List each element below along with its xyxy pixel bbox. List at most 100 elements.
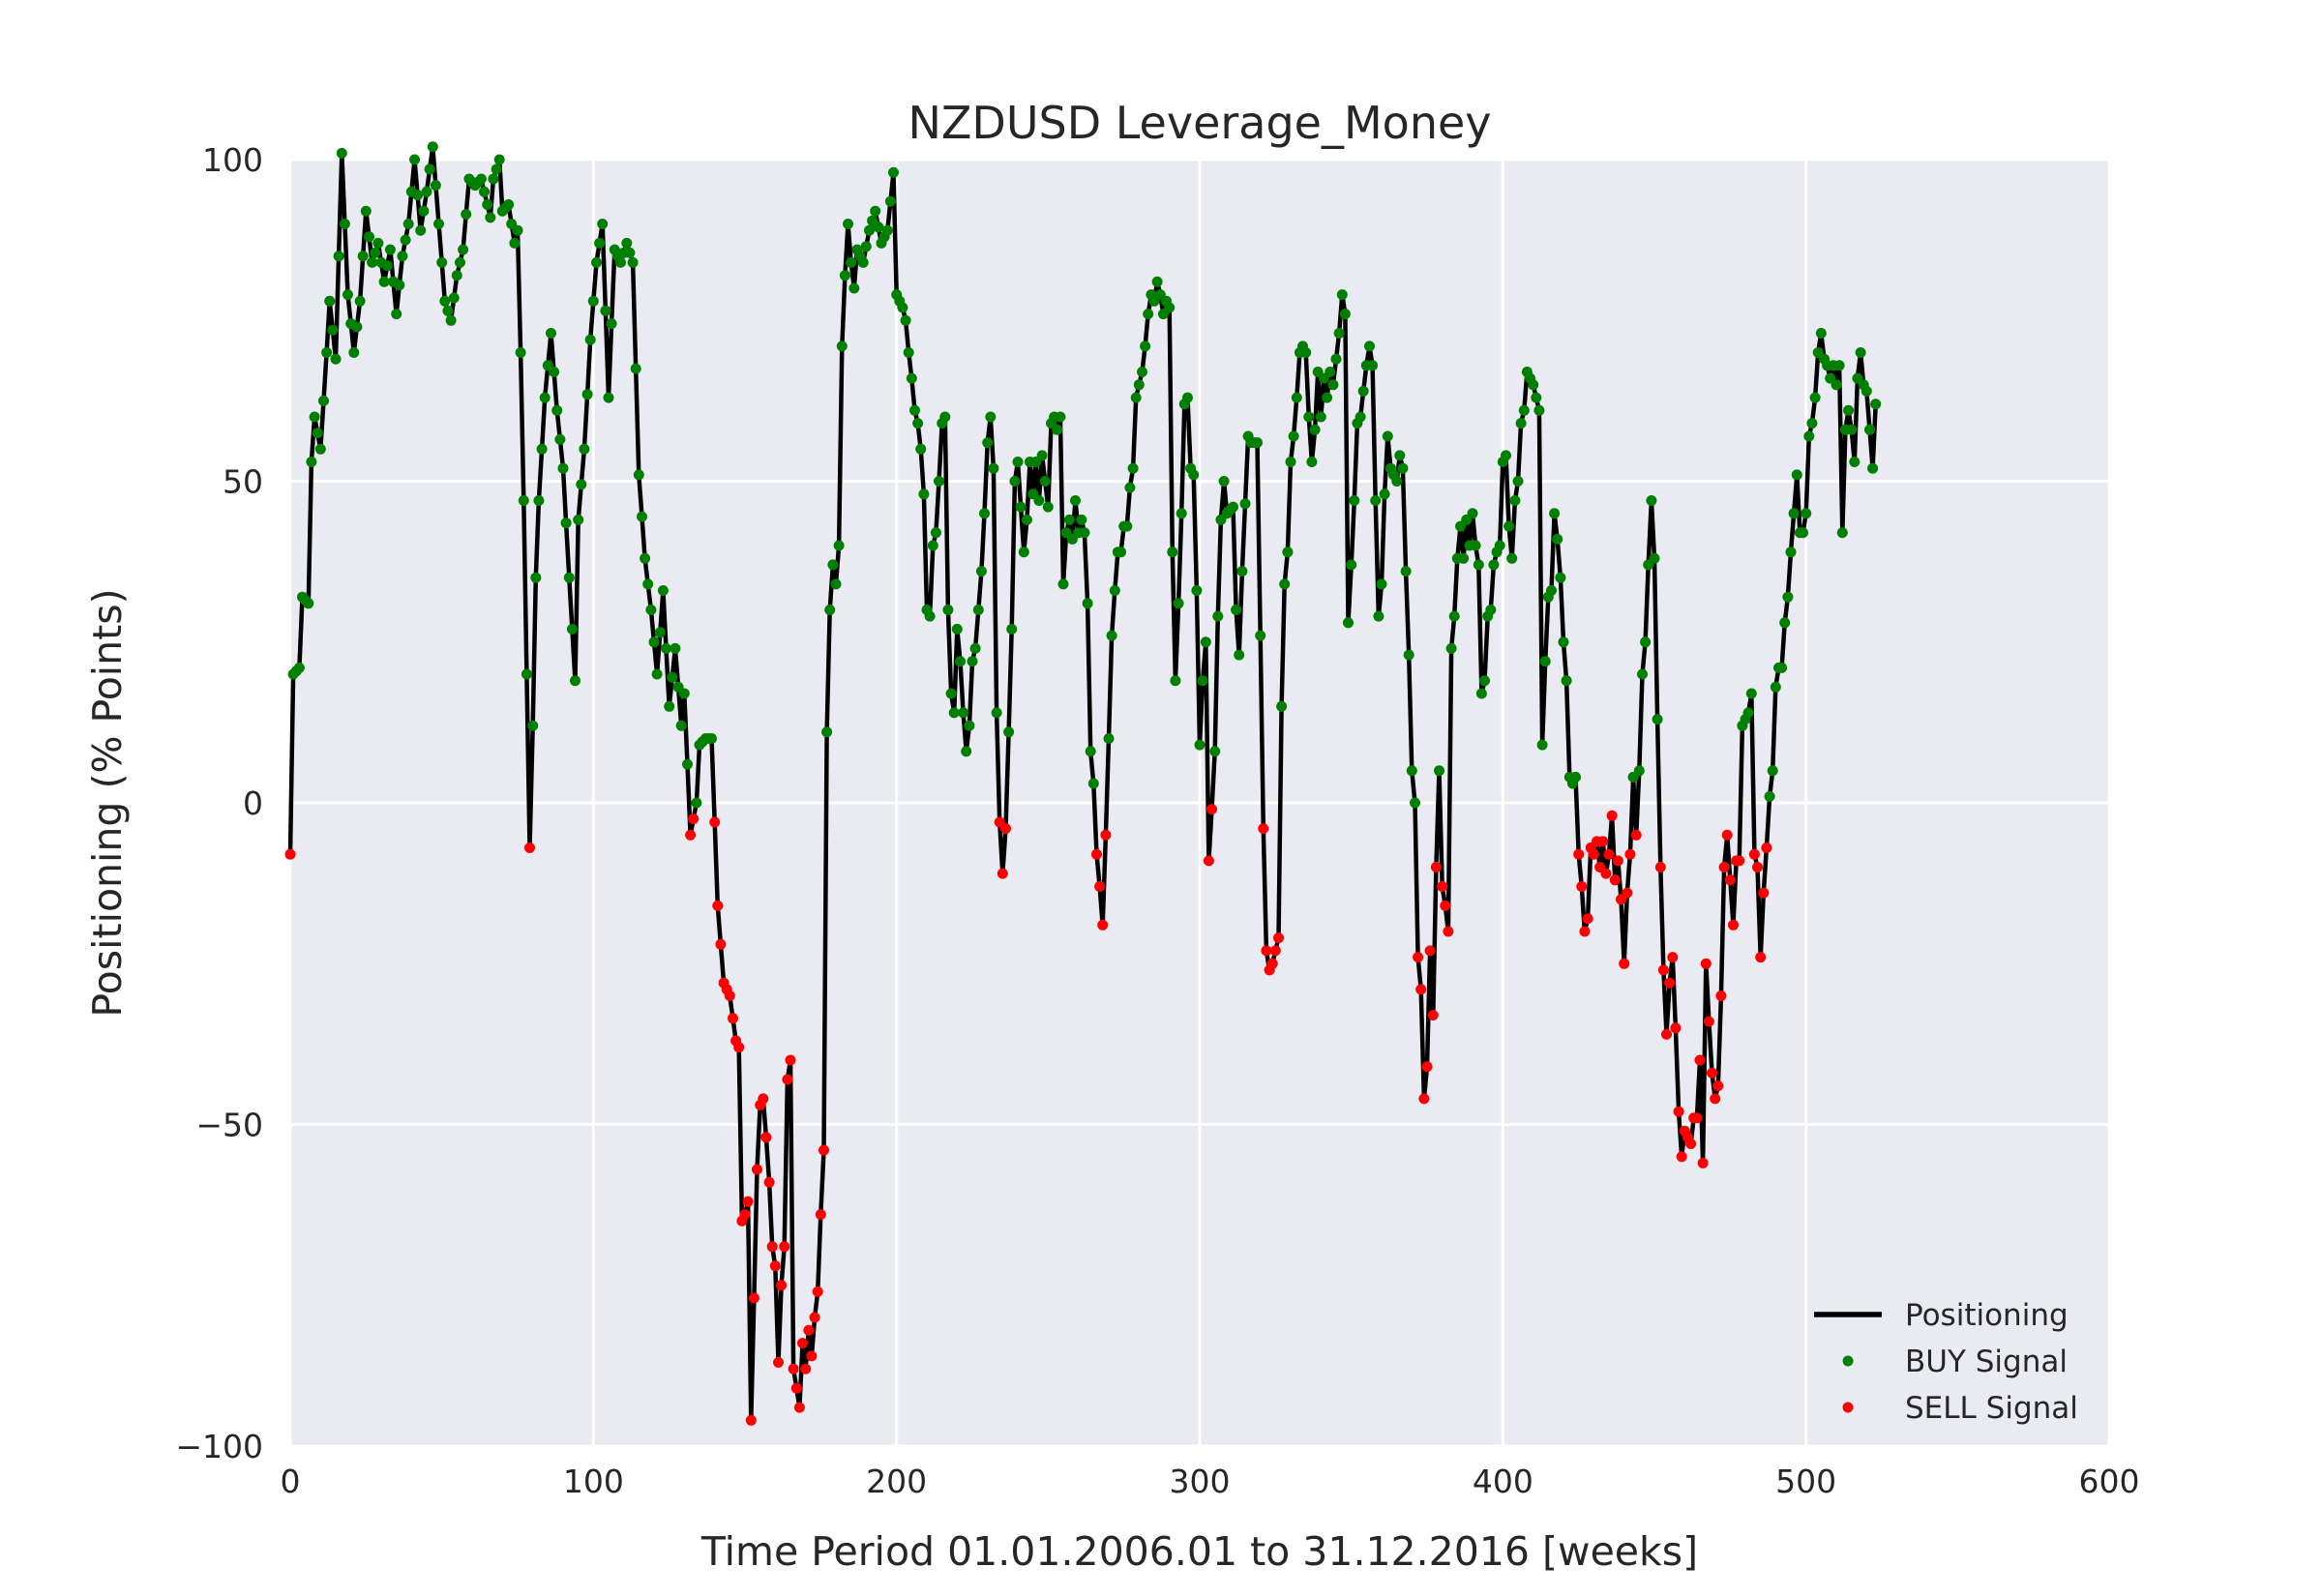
sell-signal-point: [766, 1241, 778, 1253]
buy-signal-point: [1194, 739, 1206, 751]
buy-signal-point: [1036, 450, 1048, 461]
buy-signal-point: [1127, 462, 1139, 474]
buy-signal-point: [1552, 533, 1563, 545]
sell-signal-point: [1624, 848, 1636, 860]
buy-signal-point: [975, 566, 987, 577]
buy-signal-point: [1776, 662, 1788, 673]
buy-signal-point: [491, 163, 502, 175]
buy-signal-point: [1103, 733, 1115, 744]
buy-signal-point: [1087, 778, 1099, 789]
buy-signal-point: [303, 598, 314, 609]
sell-signal-point: [1707, 1067, 1717, 1079]
buy-signal-point: [573, 514, 584, 525]
buy-signal-point: [409, 154, 420, 165]
sell-signal-point: [1712, 1080, 1724, 1092]
buy-signal-point: [958, 707, 969, 719]
buy-signal-point: [1339, 309, 1351, 320]
sell-signal-point: [1000, 823, 1011, 835]
sell-signal-point: [793, 1402, 805, 1413]
sell-signal-point: [524, 842, 535, 853]
buy-signal-point: [1533, 404, 1545, 416]
buy-signal-point: [1788, 508, 1800, 519]
buy-signal-point: [318, 395, 329, 406]
buy-signal-point: [1782, 591, 1794, 603]
y-tick-label: −100: [175, 1428, 263, 1465]
buy-signal-point: [527, 720, 539, 731]
sell-signal-point: [1261, 945, 1272, 957]
buy-signal-point: [1485, 605, 1497, 615]
buy-signal-point: [509, 237, 521, 249]
sell-signal-point: [1728, 919, 1739, 931]
buy-signal-point: [518, 495, 529, 506]
buy-signal-point: [1349, 495, 1360, 506]
buy-signal-point: [1652, 714, 1663, 725]
buy-signal-point: [1809, 392, 1821, 403]
sell-signal-point: [1100, 829, 1112, 841]
buy-signal-point: [445, 314, 457, 326]
buy-signal-point: [1063, 514, 1075, 525]
sell-signal-point: [1721, 829, 1733, 841]
sell-signal-point: [1670, 1022, 1682, 1034]
sell-signal-point: [803, 1324, 815, 1336]
sell-signal-point: [812, 1286, 823, 1297]
buy-signal-point: [557, 462, 569, 474]
buy-signal-point: [1137, 367, 1147, 377]
buy-signal-point: [645, 605, 657, 615]
buy-signal-point: [843, 219, 853, 229]
sell-signal-point: [1700, 958, 1712, 969]
buy-signal-point: [391, 309, 402, 320]
y-tick-label: 100: [202, 141, 263, 179]
sell-signal-point: [748, 1292, 759, 1304]
legend-label-buy: BUY Signal: [1905, 1345, 2068, 1379]
x-tick-label: 500: [1775, 1463, 1836, 1500]
buy-signal-point: [342, 289, 353, 301]
sell-signal-point: [1685, 1138, 1697, 1149]
sell-signal-point: [728, 1013, 738, 1024]
buy-signal-point: [370, 247, 381, 258]
sell-signal-point: [1266, 958, 1278, 969]
buy-signal-point: [1467, 508, 1478, 519]
buy-signal-point: [554, 433, 566, 445]
buy-signal-point: [1633, 765, 1645, 777]
buy-signal-point: [321, 347, 333, 358]
buy-signal-point: [1539, 656, 1551, 667]
buy-signal-point: [591, 256, 602, 268]
buy-signal-point: [351, 321, 363, 333]
buy-signal-point: [1182, 392, 1193, 403]
buy-signal-point: [857, 256, 869, 268]
buy-signal-point: [1649, 552, 1660, 564]
buy-signal-point: [1370, 495, 1382, 506]
buy-signal-point: [830, 578, 842, 590]
y-tick-label: 0: [243, 784, 263, 822]
sell-signal-point: [779, 1241, 790, 1253]
buy-signal-point: [682, 758, 693, 770]
buy-signal-point: [1849, 457, 1861, 467]
buy-signal-point: [642, 578, 654, 590]
buy-signal-point: [1531, 392, 1542, 403]
buy-signal-point: [1515, 418, 1527, 429]
axis-tick-labels: 0 100 200 300 400 500 600 −100 −50 0 50 100: [175, 141, 2139, 1500]
buy-signal-point: [1279, 578, 1291, 590]
buy-signal-point: [1434, 765, 1444, 777]
buy-signal-point: [1376, 578, 1387, 590]
buy-signal-point: [1167, 547, 1178, 558]
buy-signal-point: [1116, 547, 1126, 558]
buy-signal-point: [1106, 630, 1117, 641]
buy-signal-point: [1052, 424, 1063, 435]
sell-signal-point: [1418, 1093, 1430, 1105]
sell-signal-point: [1421, 1061, 1433, 1073]
buy-signal-point: [624, 247, 636, 258]
buy-signal-point: [1300, 347, 1312, 358]
buy-signal-point: [934, 476, 944, 487]
buy-signal-point: [1518, 404, 1530, 416]
buy-signal-point: [951, 623, 963, 635]
buy-signal-point: [1130, 392, 1142, 403]
buy-signal-point: [1336, 289, 1348, 301]
sell-signal-point: [1600, 868, 1612, 879]
sell-signal-point: [1761, 842, 1772, 853]
buy-signal-point: [630, 363, 641, 374]
sell-signal-point: [1667, 952, 1679, 963]
buy-signal-point: [1200, 636, 1211, 648]
sell-signal-point: [809, 1312, 820, 1323]
buy-signal-point: [461, 209, 472, 220]
